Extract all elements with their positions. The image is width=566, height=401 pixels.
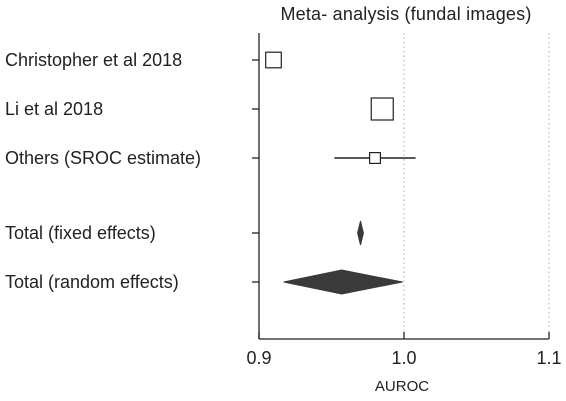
- row-label-0: Christopher et al 2018: [5, 50, 182, 70]
- x-tick-label-0: 0.9: [246, 348, 271, 368]
- row-label-2: Others (SROC estimate): [5, 148, 201, 168]
- x-tick-label-1: 1.0: [391, 348, 416, 368]
- diamond-3: [357, 220, 364, 246]
- row-label-3: Total (fixed effects): [5, 223, 156, 243]
- point-estimate-1: [370, 97, 394, 121]
- diamond-4: [283, 269, 403, 295]
- grid-lines: [258, 33, 550, 339]
- row-label-1: Li et al 2018: [5, 99, 103, 119]
- study-rows: Christopher et al 2018 Li et al 2018 Other…: [5, 50, 416, 295]
- point-estimate-0: [265, 51, 282, 69]
- x-tick-label-2: 1.1: [536, 348, 561, 368]
- point-estimate-2: [369, 152, 382, 165]
- row-label-4: Total (random effects): [5, 272, 179, 292]
- axes: 0.9 1.0 1.1: [246, 33, 562, 368]
- chart-title: Meta- analysis (fundal images): [280, 4, 531, 24]
- x-axis-label: AUROC: [375, 378, 429, 395]
